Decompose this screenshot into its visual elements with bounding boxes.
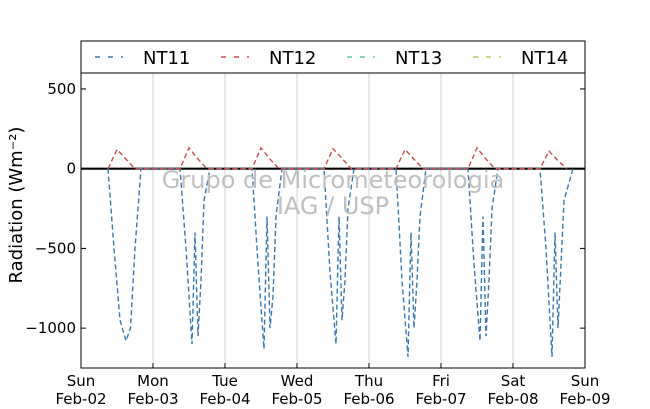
grid-lines: [152, 73, 514, 368]
x-tick-date-0: Feb-02: [55, 390, 106, 408]
x-tick-day-5: Fri: [432, 372, 450, 390]
series-line-nt12: [107, 146, 568, 170]
x-tick-date-6: Feb-08: [487, 390, 538, 408]
y-tick-label-0: 500: [47, 80, 76, 98]
legend-label-nt14: NT14: [521, 48, 568, 69]
x-tick-date-5: Feb-07: [415, 390, 466, 408]
legend-label-nt11: NT11: [143, 48, 190, 69]
x-tick-date-3: Feb-05: [271, 390, 322, 408]
watermark-line-2: IAG / USP: [277, 192, 389, 220]
y-axis-ticks: 500 0 −500 −1000: [25, 80, 585, 337]
x-axis-ticks: SunFeb-02MonFeb-03TueFeb-04WedFeb-05ThuF…: [55, 363, 611, 408]
x-tick-day-6: Sat: [501, 372, 526, 390]
watermark-line-1: Grupo de Micrometeorologia: [162, 166, 504, 194]
plot-frame: [80, 72, 586, 369]
legend-label-nt12: NT12: [269, 48, 316, 69]
x-tick-date-2: Feb-04: [199, 390, 250, 408]
y-axis-label: Radiation (Wm⁻²): [6, 127, 27, 284]
x-tick-date-4: Feb-06: [343, 390, 394, 408]
x-tick-day-7: Sun: [571, 372, 600, 390]
x-tick-day-4: Thu: [354, 372, 383, 390]
y-tick-label-3: −1000: [25, 319, 76, 337]
x-tick-day-2: Tue: [211, 372, 238, 390]
legend: NT11 NT12 NT13 NT14: [80, 40, 586, 74]
y-tick-label-2: −500: [35, 239, 76, 257]
x-tick-day-3: Wed: [281, 372, 314, 390]
legend-label-nt13: NT13: [395, 48, 442, 69]
series-line-nt11: [107, 167, 574, 357]
series-lines: [107, 146, 574, 357]
x-tick-date-1: Feb-03: [127, 390, 178, 408]
x-tick-day-0: Sun: [67, 372, 96, 390]
y-tick-label-1: 0: [66, 160, 76, 178]
x-tick-date-7: Feb-09: [559, 390, 610, 408]
x-tick-day-1: Mon: [137, 372, 169, 390]
watermark: Grupo de Micrometeorologia IAG / USP: [162, 166, 504, 220]
